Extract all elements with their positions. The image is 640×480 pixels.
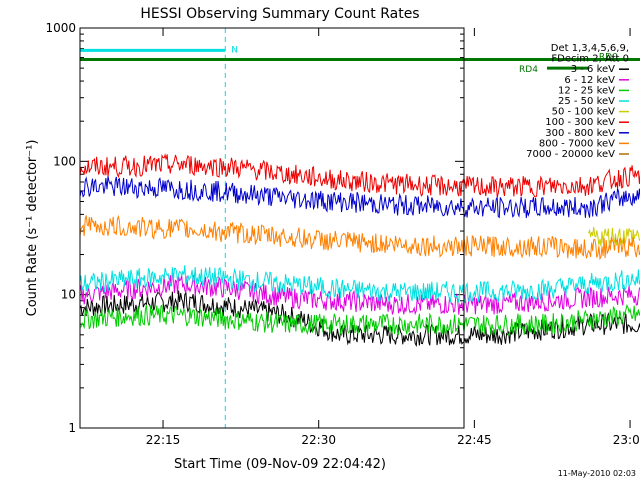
- x-tick-label: 22:15: [146, 433, 181, 447]
- series-line-2: [79, 304, 640, 337]
- x-tick-label: 22:45: [457, 433, 492, 447]
- y-axis-label: Count Rate (s⁻¹ detector⁻¹): [25, 140, 40, 317]
- chart-title: HESSI Observing Summary Count Rates: [140, 6, 419, 22]
- flag-label: N: [231, 45, 238, 55]
- y-tick-label: 1000: [45, 21, 76, 35]
- x-axis-label: Start Time (09-Nov-09 22:04:42): [174, 457, 386, 472]
- legend-entry-label: 50 - 100 keV: [552, 107, 616, 118]
- legend-entry-label: 100 - 300 keV: [545, 117, 615, 128]
- series-line-4: [588, 226, 640, 247]
- plot-frame: [79, 27, 465, 429]
- legend-header: FDecim 2, Att 0: [551, 54, 629, 65]
- flag-label: RD4: [519, 65, 538, 75]
- legend: Det 1,3,4,5,6,9,FDecim 2, Att 03 - 6 keV…: [526, 43, 629, 160]
- series-line-3: [79, 265, 640, 304]
- legend-header: Det 1,3,4,5,6,9,: [551, 43, 629, 54]
- legend-entry-label: 12 - 25 keV: [558, 85, 615, 96]
- y-tick-label: 100: [53, 154, 76, 168]
- x-tick-label: 23:00: [613, 433, 640, 447]
- legend-entry-label: 3 - 6 keV: [571, 64, 615, 75]
- series-line-6: [79, 176, 640, 219]
- flag-label: RD0: [599, 53, 618, 63]
- series-line-7: [79, 214, 640, 261]
- legend-entry-label: 7000 - 20000 keV: [526, 149, 615, 160]
- x-tick-label: 22:30: [301, 433, 336, 447]
- y-tick-label: 10: [61, 288, 76, 302]
- plot-area: 22:1522:3022:4523:0023:1523:301101001000…: [45, 21, 640, 447]
- series-line-0: [79, 290, 640, 348]
- footer-date: 11-May-2010 02:03: [558, 469, 636, 478]
- legend-entry-label: 6 - 12 keV: [564, 75, 615, 86]
- legend-entry-label: 800 - 7000 keV: [539, 138, 615, 149]
- y-axis-label-text: Count Rate (s⁻¹ detector⁻¹): [25, 140, 40, 317]
- legend-entry-label: 300 - 800 keV: [545, 128, 615, 139]
- series-line-5: [79, 153, 640, 198]
- legend-entry-label: 25 - 50 keV: [558, 96, 615, 107]
- y-tick-label: 1: [68, 421, 76, 435]
